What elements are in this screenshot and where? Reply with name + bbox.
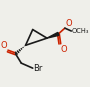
Text: OCH₃: OCH₃ [72, 28, 89, 34]
Text: O: O [61, 45, 67, 54]
Polygon shape [47, 32, 59, 38]
Text: O: O [0, 41, 7, 50]
Text: O: O [66, 19, 72, 28]
Text: Br: Br [33, 64, 43, 73]
